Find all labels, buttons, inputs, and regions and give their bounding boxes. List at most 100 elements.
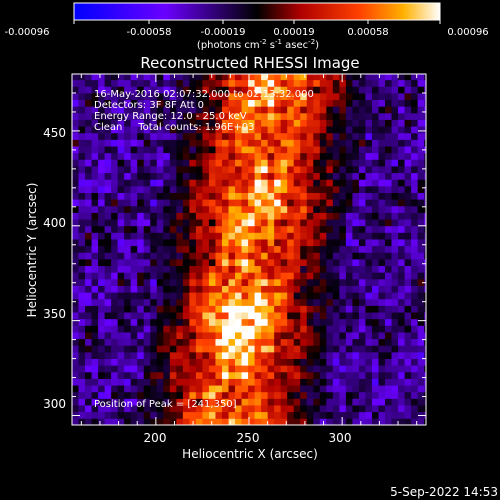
heatmap-cell xyxy=(411,312,419,320)
heatmap-cell xyxy=(130,192,138,200)
heatmap-cell xyxy=(235,305,242,313)
heatmap-cell xyxy=(280,378,288,386)
heatmap-cell xyxy=(182,99,190,107)
heatmap-cell xyxy=(267,119,275,127)
heatmap-cell xyxy=(365,278,373,286)
heatmap-cell xyxy=(326,79,334,87)
heatmap-cell xyxy=(176,292,184,300)
heatmap-cell xyxy=(385,146,392,154)
heatmap-cell xyxy=(195,351,203,359)
heatmap-cell xyxy=(424,332,426,340)
heatmap-cell xyxy=(306,219,314,227)
heatmap-cell xyxy=(248,272,255,280)
heatmap-cell xyxy=(176,92,184,101)
heatmap-cell xyxy=(150,119,158,127)
heatmap-cell xyxy=(326,205,334,213)
heatmap-cell xyxy=(221,378,229,386)
heatmap-cell xyxy=(104,192,112,200)
heatmap-cell xyxy=(378,418,386,425)
heatmap-cell xyxy=(385,106,392,114)
heatmap-cell xyxy=(365,192,373,200)
heatmap-cell xyxy=(117,272,125,280)
heatmap-cell xyxy=(267,398,275,406)
heatmap-cell xyxy=(117,179,125,187)
heatmap-cell xyxy=(182,92,190,101)
heatmap-cell xyxy=(182,411,190,419)
heatmap-cell xyxy=(215,159,223,167)
heatmap-cell xyxy=(156,86,164,94)
heatmap-cell xyxy=(293,86,301,94)
heatmap-cell xyxy=(332,378,340,386)
heatmap-cell xyxy=(358,126,366,134)
heatmap-cell xyxy=(208,79,216,87)
heatmap-cell xyxy=(358,351,366,359)
heatmap-cell xyxy=(371,411,379,419)
heatmap-cell xyxy=(267,391,275,399)
heatmap-cell xyxy=(72,79,79,87)
heatmap-cell xyxy=(313,252,321,260)
heatmap-cell xyxy=(319,146,327,154)
heatmap-cell xyxy=(385,86,392,94)
heatmap-cell xyxy=(261,345,269,353)
heatmap-cell xyxy=(228,99,236,107)
heatmap-cell xyxy=(280,312,288,320)
heatmap-cell xyxy=(280,371,288,379)
heatmap-cell xyxy=(254,106,262,114)
heatmap-cell xyxy=(411,172,419,180)
heatmap-cell xyxy=(156,258,164,267)
heatmap-cell xyxy=(358,385,366,393)
heatmap-cell xyxy=(215,205,223,213)
heatmap-cell xyxy=(189,265,197,273)
heatmap-cell xyxy=(143,219,151,227)
heatmap-cell xyxy=(143,351,151,359)
heatmap-cell xyxy=(85,305,92,313)
heatmap-cell xyxy=(300,358,308,366)
heatmap-cell xyxy=(228,86,236,94)
heatmap-cell xyxy=(358,332,366,340)
heatmap-cell xyxy=(221,391,229,399)
heatmap-cell xyxy=(189,232,197,240)
heatmap-cell xyxy=(332,345,340,353)
heatmap-cell xyxy=(143,378,151,386)
heatmap-cell xyxy=(163,179,171,187)
heatmap-cell xyxy=(117,139,125,147)
heatmap-cell xyxy=(417,86,425,94)
heatmap-cell xyxy=(378,172,386,180)
heatmap-cell xyxy=(378,332,386,340)
heatmap-cell xyxy=(208,219,216,227)
heatmap-cell xyxy=(150,132,158,140)
heatmap-cell xyxy=(221,371,229,379)
heatmap-cell xyxy=(300,152,308,160)
heatmap-cell xyxy=(85,126,92,134)
heatmap-cell xyxy=(117,79,125,87)
heatmap-cell xyxy=(339,132,347,140)
heatmap-cell xyxy=(163,159,171,167)
heatmap-cell xyxy=(398,345,405,353)
heatmap-cell xyxy=(287,159,295,167)
heatmap-cell xyxy=(228,325,236,333)
heatmap-cell xyxy=(130,365,138,373)
heatmap-cell xyxy=(345,106,353,114)
heatmap-cell xyxy=(417,245,425,253)
heatmap-cell xyxy=(261,219,269,227)
heatmap-cell xyxy=(241,325,249,333)
heatmap-cell xyxy=(163,99,171,107)
heatmap-cell xyxy=(150,325,158,333)
heatmap-cell xyxy=(241,365,249,373)
heatmap-cell xyxy=(417,112,425,120)
heatmap-cell xyxy=(398,92,405,101)
heatmap-cell xyxy=(98,272,105,280)
heatmap-cell xyxy=(248,285,255,293)
heatmap-cell xyxy=(156,298,164,306)
heatmap-cell xyxy=(352,391,360,399)
heatmap-cell xyxy=(261,179,269,187)
heatmap-cell xyxy=(261,99,269,107)
heatmap-cell xyxy=(261,159,269,167)
heatmap-cell xyxy=(398,139,405,147)
heatmap-cell xyxy=(221,252,229,260)
heatmap-cell xyxy=(189,199,197,207)
heatmap-cell xyxy=(365,405,373,413)
heatmap-cell xyxy=(130,312,138,320)
heatmap-cell xyxy=(332,405,340,413)
heatmap-cell xyxy=(215,79,223,87)
